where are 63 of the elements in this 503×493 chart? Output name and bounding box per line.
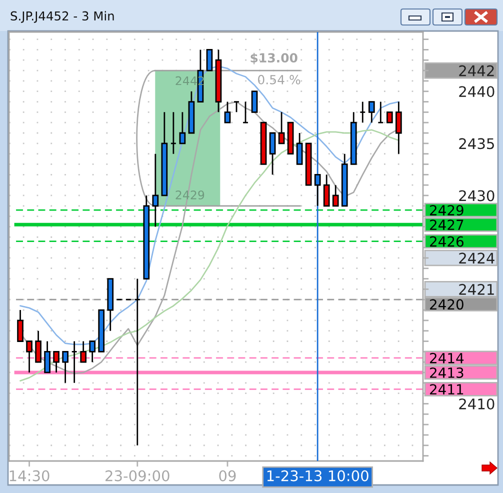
candlestick	[26, 340, 32, 374]
ref-line-label: 2420	[430, 299, 464, 310]
candlestick	[134, 278, 141, 446]
candlestick	[152, 153, 159, 228]
x-tick-label: 14:30	[10, 470, 50, 482]
candlestick	[206, 49, 213, 72]
candlestick	[71, 340, 78, 384]
candlestick	[179, 111, 186, 144]
candlestick	[215, 49, 222, 113]
chart-title: S.JP.J4452 - 3 Min	[10, 11, 114, 23]
candlestick	[287, 122, 294, 155]
candlestick	[323, 174, 330, 207]
x-tick-label: 09	[219, 470, 236, 482]
candlestick	[62, 350, 68, 384]
ref-line-label: 2413	[430, 367, 464, 378]
candlestick	[188, 90, 195, 134]
y-tick-label: 2421	[459, 284, 494, 295]
candlestick	[377, 101, 384, 124]
candlestick	[269, 132, 276, 176]
candlestick	[341, 153, 348, 207]
ref-line-label: 2414	[430, 352, 464, 364]
candlestick	[161, 111, 168, 196]
y-tick-label: 2424	[459, 252, 494, 264]
candlestick	[44, 340, 50, 374]
candlestick	[242, 101, 249, 124]
annotation: 0.54 %	[258, 74, 300, 84]
x-tick-label: 1-23-13 10:00	[267, 470, 368, 482]
candlestick	[296, 132, 303, 165]
candlestick	[278, 111, 285, 144]
candlestick	[80, 340, 87, 363]
candlestick	[396, 101, 402, 155]
candlestick	[224, 101, 231, 124]
candlestick	[359, 101, 366, 124]
y-tick-label: 2442	[459, 65, 494, 76]
y-tick-label: 2430	[459, 190, 494, 202]
y-tick-label: 2410	[459, 398, 494, 410]
candlestick	[143, 194, 150, 280]
candlestick	[233, 101, 240, 113]
y-tick-label: 2440	[459, 86, 494, 98]
annotation: 2429	[176, 190, 204, 200]
candlestick	[98, 309, 105, 352]
candlestick	[350, 111, 357, 165]
x-tick-label: 23-09:00	[106, 470, 170, 482]
candlestick	[305, 142, 312, 186]
ref-line-label: 2426	[430, 236, 464, 247]
candlestick	[314, 174, 321, 207]
line-series	[20, 66, 400, 346]
candlestick	[53, 350, 60, 374]
candlestick	[17, 309, 24, 342]
candlestick	[260, 122, 267, 165]
candlestick	[89, 340, 96, 363]
candlestick	[107, 278, 114, 332]
candlestick	[170, 111, 177, 155]
candlestick	[332, 184, 339, 207]
candlestick	[251, 90, 258, 113]
ref-line-label: 2427	[430, 220, 464, 230]
y-tick-label: 2435	[459, 138, 494, 150]
ref-line-label: 2429	[430, 205, 464, 216]
candlestick	[35, 330, 42, 363]
ref-line-label: 2411	[430, 384, 464, 394]
candlestick	[386, 111, 393, 124]
annotation: $13.00	[250, 52, 298, 64]
candlestick	[368, 101, 375, 124]
